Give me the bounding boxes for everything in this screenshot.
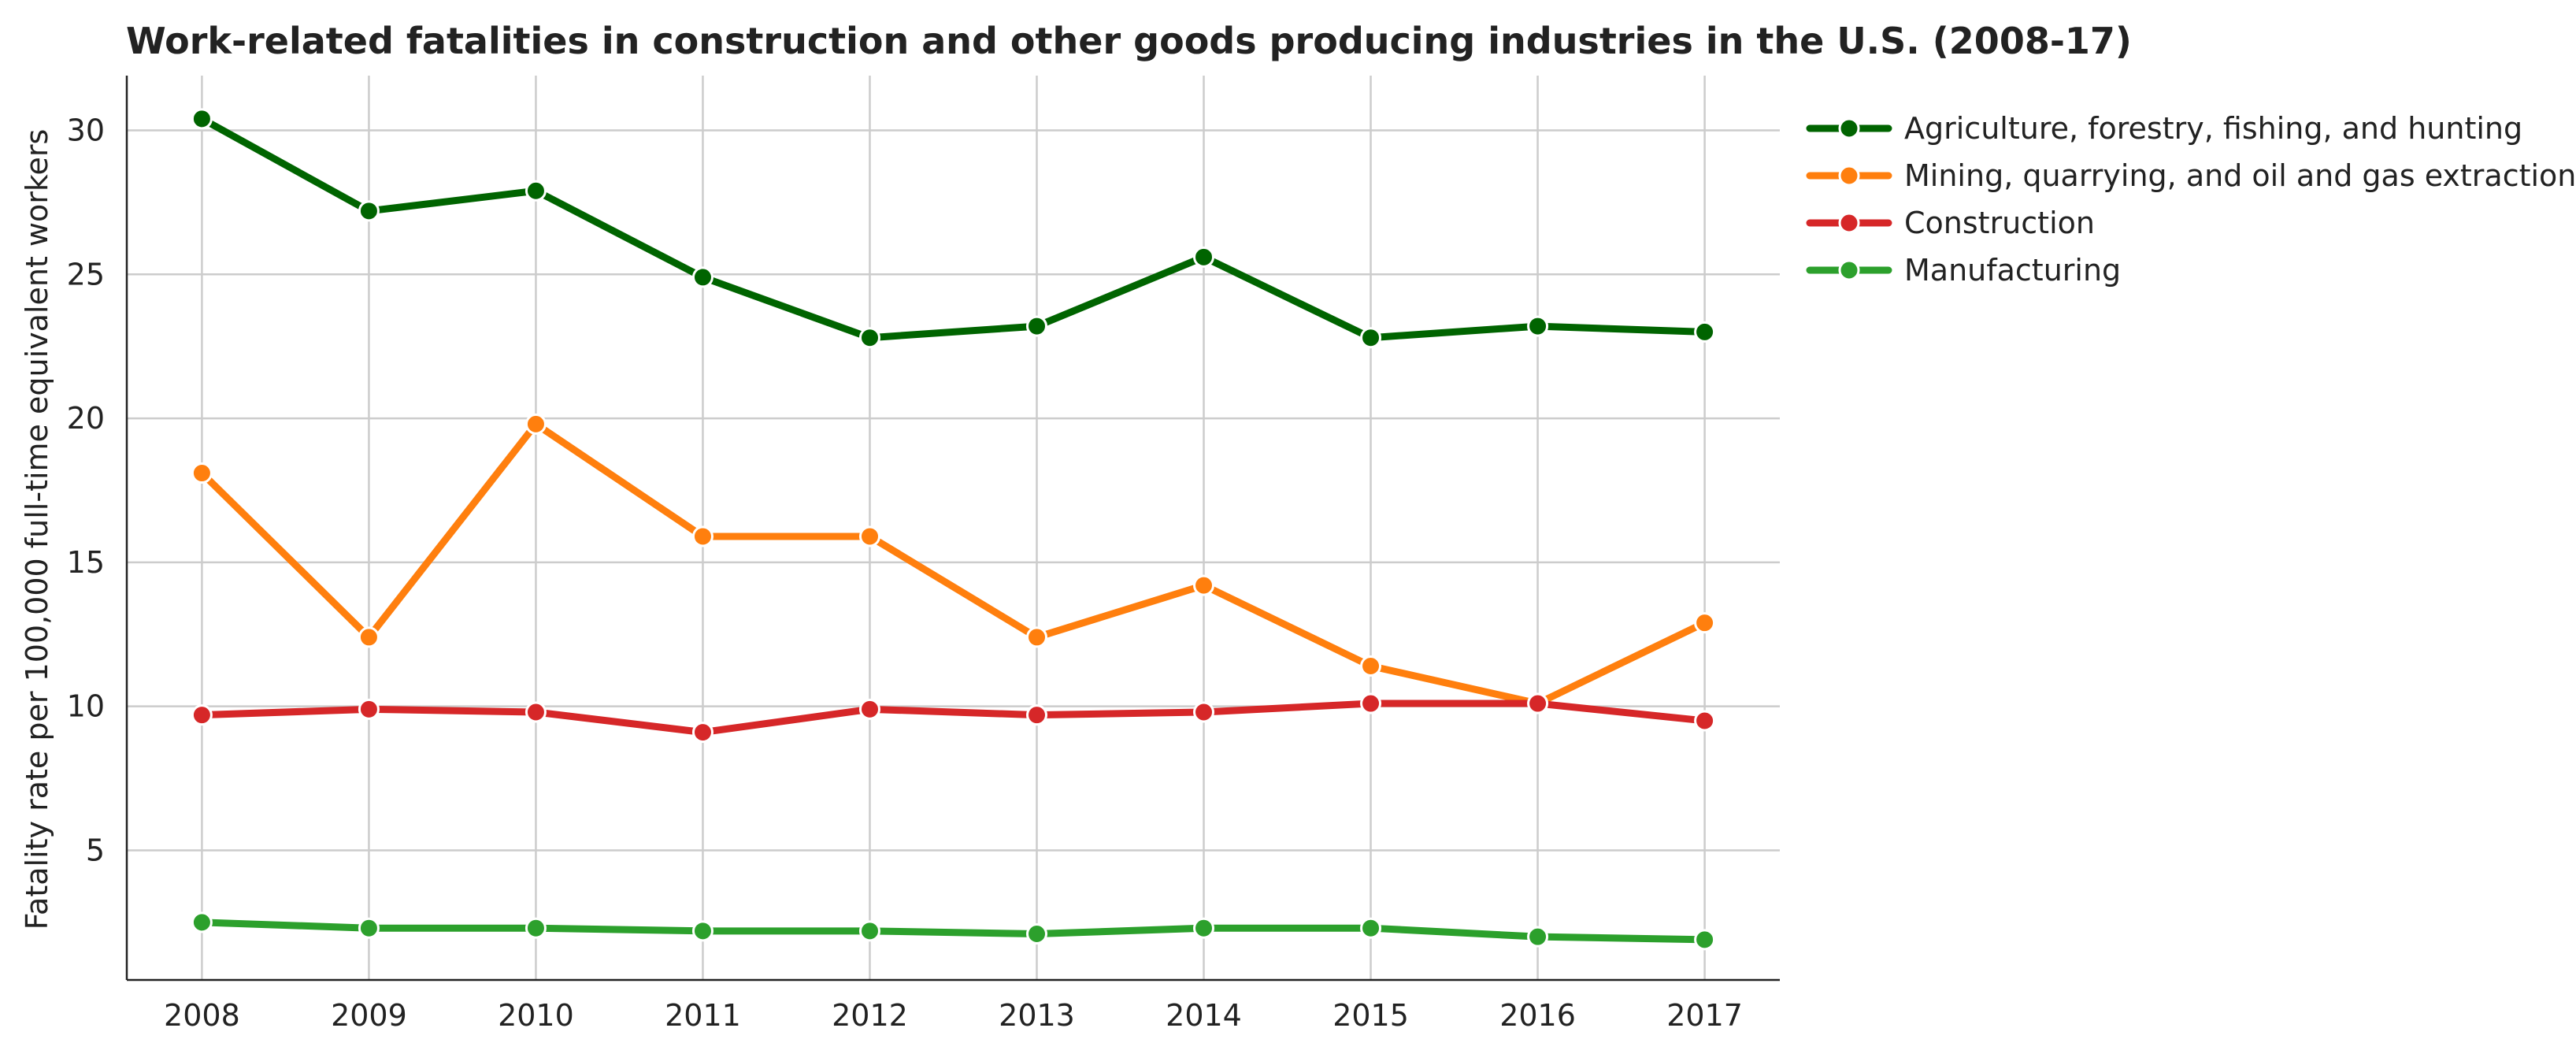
x-tick-label: 2009 bbox=[331, 998, 407, 1033]
data-point bbox=[858, 327, 880, 349]
data-point bbox=[358, 626, 380, 648]
data-point bbox=[191, 108, 213, 130]
data-point bbox=[524, 413, 547, 435]
data-point bbox=[1193, 917, 1215, 939]
legend-label: Manufacturing bbox=[1904, 253, 2121, 288]
y-tick-label: 15 bbox=[67, 545, 105, 580]
data-point bbox=[1694, 929, 1716, 951]
data-point bbox=[1193, 246, 1215, 268]
legend-marker bbox=[1838, 212, 1860, 234]
data-point bbox=[1694, 710, 1716, 732]
data-point bbox=[524, 701, 547, 723]
series-line bbox=[198, 115, 1709, 342]
x-tick-label: 2011 bbox=[665, 998, 741, 1033]
data-point bbox=[191, 462, 213, 484]
legend-item[interactable]: Agriculture, forestry, fishing, and hunt… bbox=[1806, 111, 2522, 146]
data-point bbox=[524, 917, 547, 939]
legend-marker bbox=[1838, 117, 1860, 139]
y-tick-label: 10 bbox=[67, 689, 105, 724]
data-point bbox=[1193, 574, 1215, 596]
y-axis-label: Fatality rate per 100,000 full-time equi… bbox=[20, 129, 54, 930]
data-point bbox=[691, 266, 713, 288]
data-point bbox=[358, 200, 380, 222]
data-point bbox=[691, 722, 713, 744]
x-tick-label: 2010 bbox=[498, 998, 574, 1033]
data-point bbox=[1694, 612, 1716, 634]
data-point bbox=[691, 525, 713, 547]
data-point bbox=[1360, 917, 1382, 939]
data-point bbox=[1360, 692, 1382, 714]
x-tick-label: 2008 bbox=[164, 998, 240, 1033]
data-point bbox=[1360, 327, 1382, 349]
legend-marker bbox=[1838, 259, 1860, 281]
data-point bbox=[191, 911, 213, 933]
series-line bbox=[198, 919, 1709, 944]
x-axis-ticks: 2008 2009 2010 2011 2012 2013 2014 2015 2016 2017 bbox=[164, 998, 1743, 1033]
axis-spines bbox=[125, 76, 1780, 982]
legend-label: Agriculture, forestry, fishing, and hunt… bbox=[1904, 111, 2522, 146]
series-1 bbox=[191, 108, 1716, 349]
legend-item[interactable]: Construction bbox=[1806, 206, 2095, 240]
data-point bbox=[1193, 701, 1215, 723]
x-tick-label: 2012 bbox=[832, 998, 908, 1033]
y-tick-label: 20 bbox=[67, 401, 105, 436]
data-point bbox=[858, 525, 880, 547]
data-point bbox=[1026, 626, 1048, 648]
x-tick-label: 2015 bbox=[1332, 998, 1409, 1033]
series-line bbox=[198, 700, 1709, 737]
data-point bbox=[691, 920, 713, 942]
chart-title: Work-related fatalities in construction … bbox=[126, 20, 2132, 62]
legend-item[interactable]: Mining, quarrying, and oil and gas extra… bbox=[1806, 158, 2576, 193]
y-axis-ticks: 5 10 15 20 25 30 bbox=[67, 113, 105, 867]
data-point bbox=[1026, 315, 1048, 337]
x-tick-label: 2014 bbox=[1166, 998, 1242, 1033]
series-line bbox=[198, 420, 1709, 707]
x-tick-label: 2013 bbox=[999, 998, 1075, 1033]
series-2 bbox=[191, 413, 1716, 714]
data-point bbox=[1026, 923, 1048, 945]
data-point bbox=[1694, 321, 1716, 343]
legend-label: Construction bbox=[1904, 206, 2095, 240]
x-tick-label: 2017 bbox=[1666, 998, 1743, 1033]
series-lines bbox=[191, 108, 1716, 951]
series-3 bbox=[191, 692, 1716, 744]
data-point bbox=[1527, 926, 1549, 948]
legend[interactable]: Agriculture, forestry, fishing, and hunt… bbox=[1806, 111, 2576, 288]
y-tick-label: 25 bbox=[67, 257, 105, 291]
legend-marker bbox=[1838, 165, 1860, 187]
data-point bbox=[1527, 315, 1549, 337]
data-point bbox=[358, 698, 380, 720]
data-point bbox=[358, 917, 380, 939]
y-tick-label: 30 bbox=[67, 113, 105, 147]
y-tick-label: 5 bbox=[86, 833, 105, 867]
series-4 bbox=[191, 911, 1716, 951]
x-tick-label: 2016 bbox=[1499, 998, 1576, 1033]
legend-label: Mining, quarrying, and oil and gas extra… bbox=[1904, 158, 2576, 193]
data-point bbox=[858, 698, 880, 720]
data-point bbox=[1026, 704, 1048, 726]
legend-item[interactable]: Manufacturing bbox=[1806, 253, 2121, 288]
data-point bbox=[1527, 692, 1549, 714]
data-point bbox=[1360, 655, 1382, 677]
data-point bbox=[191, 704, 213, 726]
data-point bbox=[858, 920, 880, 942]
data-point bbox=[524, 180, 547, 202]
